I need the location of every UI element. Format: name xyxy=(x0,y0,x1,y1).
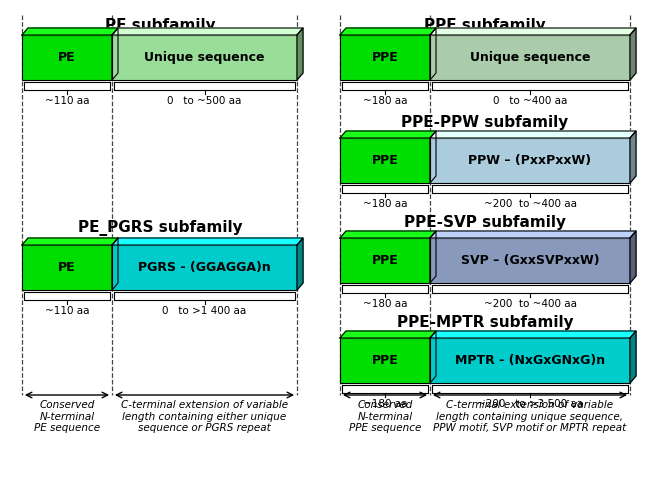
Text: PE: PE xyxy=(58,51,76,64)
Text: ~180 aa: ~180 aa xyxy=(363,96,408,106)
Polygon shape xyxy=(112,28,303,35)
Polygon shape xyxy=(630,231,636,283)
Polygon shape xyxy=(22,28,118,35)
Polygon shape xyxy=(112,238,118,290)
Text: PPE: PPE xyxy=(372,154,398,167)
Polygon shape xyxy=(430,331,436,383)
Polygon shape xyxy=(430,131,636,138)
Text: 0   to >1 400 aa: 0 to >1 400 aa xyxy=(162,306,247,316)
Text: PE_PGRS subfamily: PE_PGRS subfamily xyxy=(78,220,242,236)
Text: PE subfamily: PE subfamily xyxy=(104,18,215,33)
Text: MPTR - (NxGxGNxG)n: MPTR - (NxGxGNxG)n xyxy=(455,354,605,367)
Text: ~110 aa: ~110 aa xyxy=(45,96,90,106)
Text: PE: PE xyxy=(58,261,76,274)
Text: 0   to ~400 aa: 0 to ~400 aa xyxy=(493,96,567,106)
Polygon shape xyxy=(297,28,303,80)
Text: C-terminal extension of variable
length containing either unique
sequence or PGR: C-terminal extension of variable length … xyxy=(121,400,288,433)
Polygon shape xyxy=(340,28,436,35)
Text: PPE-PPW subfamily: PPE-PPW subfamily xyxy=(401,115,569,130)
Polygon shape xyxy=(430,231,636,238)
Polygon shape xyxy=(630,331,636,383)
Polygon shape xyxy=(340,231,436,238)
Text: 0   to ~500 aa: 0 to ~500 aa xyxy=(167,96,241,106)
Text: Conserved
N-terminal
PE sequence: Conserved N-terminal PE sequence xyxy=(34,400,100,433)
Text: ~180 aa: ~180 aa xyxy=(363,199,408,209)
Text: Unique sequence: Unique sequence xyxy=(144,51,265,64)
Bar xyxy=(22,245,112,290)
Text: PPE-MPTR subfamily: PPE-MPTR subfamily xyxy=(397,315,573,330)
Bar xyxy=(340,138,430,183)
Polygon shape xyxy=(430,131,436,183)
Polygon shape xyxy=(430,28,636,35)
Polygon shape xyxy=(297,238,303,290)
Bar xyxy=(430,238,630,283)
Bar xyxy=(430,35,630,80)
Text: PPE: PPE xyxy=(372,51,398,64)
Bar xyxy=(112,245,297,290)
Text: PPE: PPE xyxy=(372,354,398,367)
Bar xyxy=(112,35,297,80)
Polygon shape xyxy=(430,231,436,283)
Polygon shape xyxy=(430,28,436,80)
Bar xyxy=(340,338,430,383)
Text: ~200  to ~400 aa: ~200 to ~400 aa xyxy=(484,299,576,309)
Text: Conserved
N-terminal
PPE sequence: Conserved N-terminal PPE sequence xyxy=(349,400,421,433)
Text: ~180 aa: ~180 aa xyxy=(363,299,408,309)
Bar xyxy=(340,35,430,80)
Bar xyxy=(340,238,430,283)
Text: PGRS - (GGAGGA)n: PGRS - (GGAGGA)n xyxy=(138,261,271,274)
Bar xyxy=(430,338,630,383)
Text: PPE: PPE xyxy=(372,254,398,267)
Text: C-terminal extension of variable
length containing unique sequence,
PPW motif, S: C-terminal extension of variable length … xyxy=(434,400,627,433)
Text: Unique sequence: Unique sequence xyxy=(470,51,590,64)
Text: PPE-SVP subfamily: PPE-SVP subfamily xyxy=(404,215,566,230)
Text: ~200  to ~400 aa: ~200 to ~400 aa xyxy=(484,199,576,209)
Polygon shape xyxy=(430,331,636,338)
Polygon shape xyxy=(340,131,436,138)
Polygon shape xyxy=(22,238,118,245)
Polygon shape xyxy=(630,131,636,183)
Polygon shape xyxy=(112,28,118,80)
Text: SVP – (GxxSVPxxW): SVP – (GxxSVPxxW) xyxy=(461,254,599,267)
Text: ~180 aa: ~180 aa xyxy=(363,399,408,409)
Bar xyxy=(430,138,630,183)
Text: ~200   to >3 500 aa: ~200 to >3 500 aa xyxy=(477,399,583,409)
Polygon shape xyxy=(630,28,636,80)
Text: PPW – (PxxPxxW): PPW – (PxxPxxW) xyxy=(469,154,591,167)
Polygon shape xyxy=(340,331,436,338)
Text: PPE subfamily: PPE subfamily xyxy=(424,18,546,33)
Text: ~110 aa: ~110 aa xyxy=(45,306,90,316)
Bar xyxy=(22,35,112,80)
Polygon shape xyxy=(112,238,303,245)
